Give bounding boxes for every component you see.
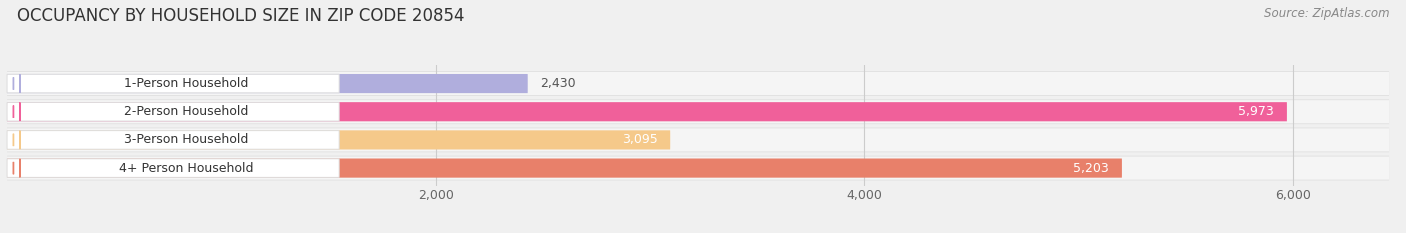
Text: 5,203: 5,203 bbox=[1073, 161, 1109, 175]
Text: OCCUPANCY BY HOUSEHOLD SIZE IN ZIP CODE 20854: OCCUPANCY BY HOUSEHOLD SIZE IN ZIP CODE … bbox=[17, 7, 464, 25]
FancyBboxPatch shape bbox=[7, 72, 1389, 95]
FancyBboxPatch shape bbox=[7, 131, 339, 149]
FancyBboxPatch shape bbox=[7, 74, 527, 93]
Text: 3,095: 3,095 bbox=[621, 134, 658, 146]
FancyBboxPatch shape bbox=[7, 71, 1389, 96]
FancyBboxPatch shape bbox=[7, 127, 1389, 152]
FancyBboxPatch shape bbox=[7, 159, 339, 177]
FancyBboxPatch shape bbox=[7, 100, 1389, 123]
FancyBboxPatch shape bbox=[7, 99, 1389, 124]
Text: 2-Person Household: 2-Person Household bbox=[124, 105, 247, 118]
Text: 4+ Person Household: 4+ Person Household bbox=[118, 161, 253, 175]
Text: Source: ZipAtlas.com: Source: ZipAtlas.com bbox=[1264, 7, 1389, 20]
FancyBboxPatch shape bbox=[7, 156, 1389, 181]
Text: 3-Person Household: 3-Person Household bbox=[124, 134, 247, 146]
Text: 5,973: 5,973 bbox=[1239, 105, 1274, 118]
FancyBboxPatch shape bbox=[7, 102, 1286, 121]
FancyBboxPatch shape bbox=[7, 158, 1122, 178]
FancyBboxPatch shape bbox=[7, 103, 339, 121]
FancyBboxPatch shape bbox=[7, 157, 1389, 180]
FancyBboxPatch shape bbox=[7, 128, 1389, 151]
Text: 1-Person Household: 1-Person Household bbox=[124, 77, 247, 90]
Text: 2,430: 2,430 bbox=[540, 77, 576, 90]
FancyBboxPatch shape bbox=[7, 74, 339, 93]
FancyBboxPatch shape bbox=[7, 130, 671, 150]
